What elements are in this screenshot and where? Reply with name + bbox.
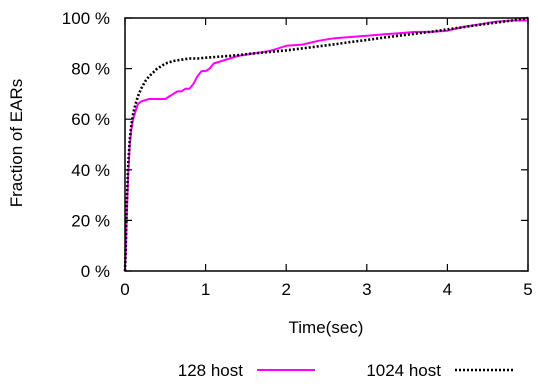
plot-lines (123, 16, 529, 272)
x-tick-label: 3 (362, 280, 371, 299)
x-tick-label: 2 (281, 280, 290, 299)
y-tick-label: 80 % (71, 60, 110, 79)
axis-ticks: 0 1 2 3 4 5 0 % 20 % 40 % 60 % 80 % 100 % (62, 9, 533, 299)
y-tick-label: 40 % (71, 161, 110, 180)
legend: 128 host 1024 host (178, 361, 514, 380)
plot-frame (124, 17, 529, 272)
y-tick-label: 100 % (62, 9, 110, 28)
series-line-2 (123, 16, 529, 272)
y-tick-label: 20 % (71, 211, 110, 230)
x-tick-label: 0 (120, 280, 129, 299)
legend-label-2: 1024 host (366, 361, 441, 380)
y-tick-label: 0 % (81, 262, 110, 281)
y-axis-label: Fraction of EARs (7, 79, 26, 208)
series-line-1 (124, 19, 528, 272)
legend-label-1: 128 host (178, 361, 243, 380)
x-tick-label: 5 (523, 280, 532, 299)
x-tick-label: 4 (443, 280, 452, 299)
y-tick-label: 60 % (71, 110, 110, 129)
x-axis-label: Time(sec) (289, 318, 364, 337)
x-tick-label: 1 (201, 280, 210, 299)
